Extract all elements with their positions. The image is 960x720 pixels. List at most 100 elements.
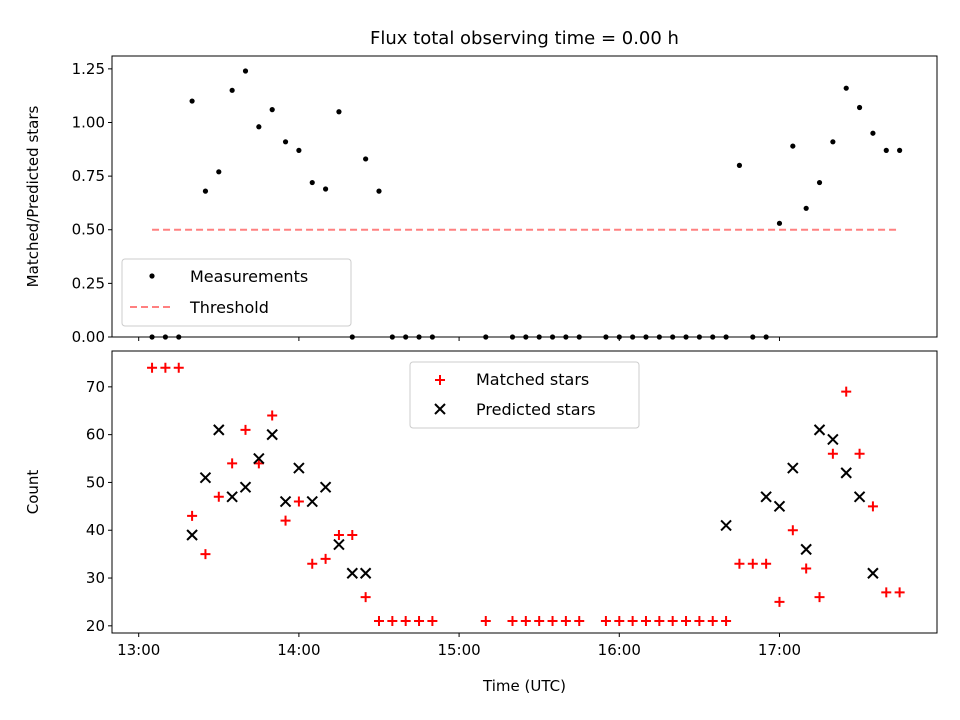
measurement-point <box>483 334 489 340</box>
matched-star-point <box>387 616 398 627</box>
measurement-point <box>816 179 823 186</box>
measurement-point <box>897 147 903 153</box>
y-tick-label: 20 <box>86 617 105 635</box>
measurement-point <box>776 220 783 226</box>
y-tick-label: 40 <box>86 521 105 539</box>
measurement-point <box>616 334 622 340</box>
matched-star-point <box>293 496 304 507</box>
y-tick-label: 1.25 <box>72 60 105 78</box>
predicted-star-point <box>853 491 866 503</box>
measurement-point <box>656 334 662 340</box>
predicted-star-point <box>253 452 265 465</box>
legend-matched-label: Matched stars <box>476 370 589 389</box>
matched-star-point <box>280 515 291 526</box>
predicted-star-point <box>266 428 278 441</box>
matched-star-point <box>654 616 665 627</box>
measurement-point <box>363 156 369 162</box>
measurement-point <box>683 334 689 340</box>
legend-measurements-label: Measurements <box>190 267 308 286</box>
measurement-point <box>296 147 302 153</box>
matched-star-point <box>227 458 238 469</box>
measurement-point <box>603 334 609 340</box>
matched-star-point <box>734 558 745 569</box>
measurement-point <box>736 162 743 168</box>
predicted-star-point <box>800 543 812 556</box>
predicted-star-point <box>333 538 345 551</box>
matched-star-point <box>520 616 531 627</box>
predicted-star-point <box>359 567 372 579</box>
predicted-star-point <box>840 467 852 479</box>
legend-box <box>409 361 640 429</box>
matched-star-point <box>147 362 158 373</box>
matched-star-point <box>774 596 785 607</box>
y-axis-label: Count <box>24 470 42 515</box>
chart-title: Flux total observing time = 0.00 h <box>370 28 679 49</box>
x-tick-label: 15:00 <box>437 641 480 659</box>
y-tick-label: 70 <box>86 378 105 396</box>
y-tick-label: 0.00 <box>72 328 105 346</box>
measurement-point <box>322 186 329 192</box>
measurement-point <box>549 334 556 340</box>
matched-star-point <box>253 458 264 469</box>
measurement-point <box>229 87 235 93</box>
measurement-point <box>763 334 769 340</box>
matched-star-point <box>787 525 798 536</box>
matched-star-point <box>867 501 878 512</box>
matched-star-point <box>600 616 611 627</box>
matched-star-point <box>373 616 384 627</box>
predicted-star-point <box>279 495 292 508</box>
predicted-star-point <box>186 529 198 541</box>
predicted-star-point <box>346 567 358 579</box>
legend-predicted-marker <box>434 403 446 415</box>
predicted-star-point <box>720 519 732 532</box>
matched-star-point <box>360 592 371 603</box>
matched-star-point <box>534 616 545 627</box>
measurement-point <box>429 334 435 340</box>
legend-box <box>121 258 352 327</box>
measurement-point <box>416 334 422 340</box>
predicted-star-point <box>773 500 786 513</box>
measurement-point <box>830 139 836 145</box>
measurement-point <box>536 334 542 340</box>
matched-star-point <box>627 616 638 627</box>
predicted-star-point <box>827 433 839 446</box>
measurement-point <box>282 139 289 145</box>
predicted-star-point <box>293 462 305 474</box>
measurement-point <box>643 334 649 340</box>
measurement-point <box>563 334 569 340</box>
legend-measurements-marker <box>149 273 155 279</box>
bottom-panel: 20 30 40 50 60 70 13:00 14:00 15:00 16:00 17:00 Cou… <box>24 350 938 695</box>
matched-star-point <box>267 410 278 421</box>
x-tick-label: 16:00 <box>598 641 641 659</box>
measurement-point <box>670 334 676 340</box>
measurement-point <box>376 188 382 194</box>
y-tick-label: 1.00 <box>72 113 105 131</box>
measurement-point <box>883 147 889 153</box>
measurement-point <box>189 98 195 104</box>
x-tick-label: 17:00 <box>758 641 801 659</box>
top-panel: 0.00 0.25 0.50 0.75 1.00 1.25 Flux total obser… <box>24 28 938 346</box>
measurement-point <box>523 334 529 340</box>
matched-star-point <box>307 558 318 569</box>
axes-frame <box>111 350 938 634</box>
y-tick-label: 0.50 <box>72 221 105 239</box>
measurement-point <box>790 143 796 149</box>
matched-star-point <box>827 448 838 459</box>
predicted-star-point <box>813 424 826 436</box>
measurement-point <box>336 109 342 115</box>
matched-star-point <box>200 549 211 560</box>
legend-threshold-label: Threshold <box>189 298 269 317</box>
matched-star-point <box>187 510 198 521</box>
predicted-star-point <box>787 462 799 474</box>
legend-matched-marker <box>435 375 445 385</box>
measurement-point <box>696 334 702 340</box>
y-tick-label: 0.75 <box>72 167 105 185</box>
matched-star-point <box>213 491 224 502</box>
measurement-point <box>723 334 729 340</box>
matched-star-point <box>614 616 625 627</box>
matched-star-point <box>640 616 651 627</box>
measurement-point <box>576 334 582 340</box>
matched-star-point <box>707 616 718 627</box>
matched-star-point <box>854 448 865 459</box>
